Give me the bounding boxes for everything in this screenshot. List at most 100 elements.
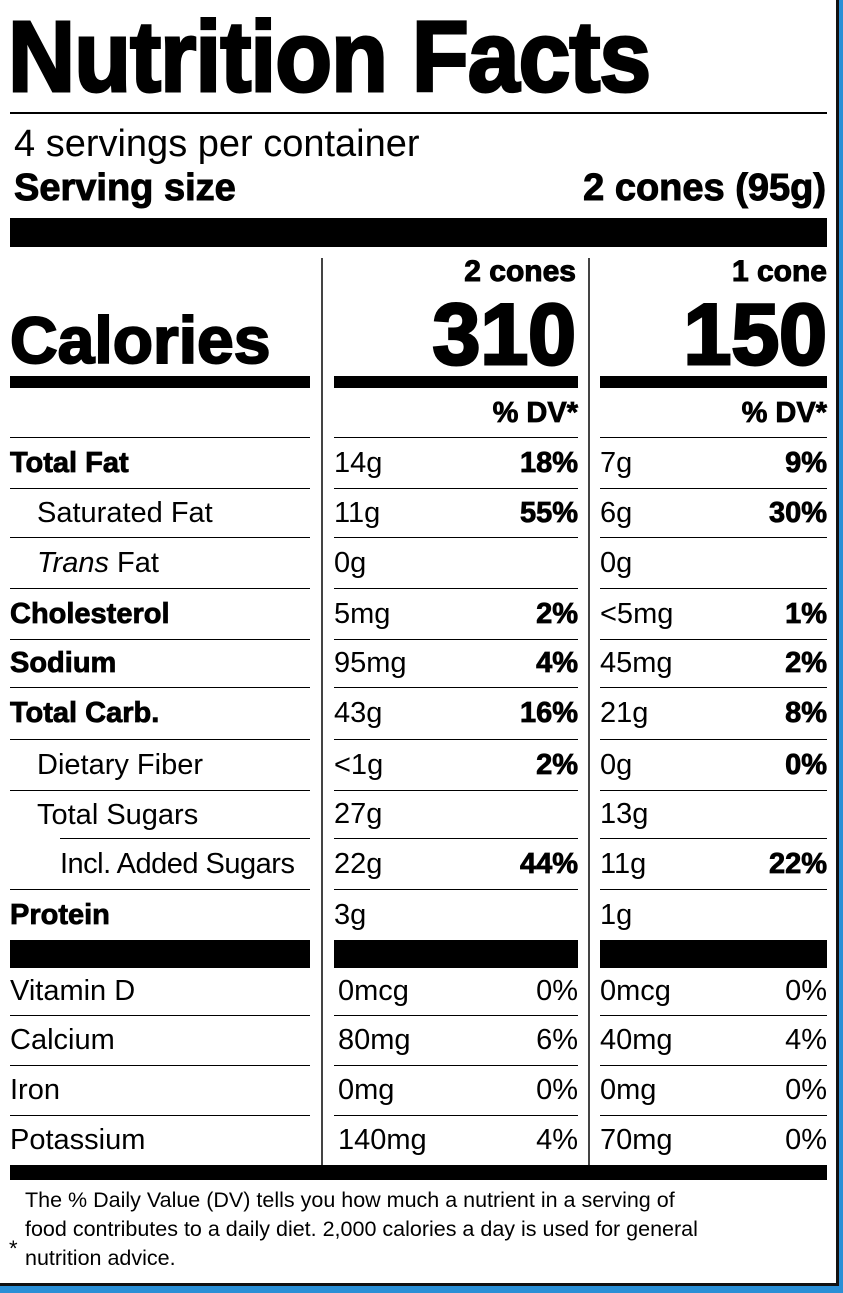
amount: 21g (600, 697, 649, 729)
daily-value: 9% (785, 446, 828, 479)
daily-value: 0% (785, 975, 827, 1007)
amount: 43g (334, 697, 383, 729)
daily-value: 0% (785, 1074, 827, 1106)
daily-value: 16% (519, 697, 579, 730)
footnote-line: food contributes to a daily diet. 2,000 … (25, 1217, 698, 1241)
vitamin-row-potassium: Potassium 140mg 4% 70mg 0% (0, 1116, 836, 1165)
nutrient-label: Protein (10, 898, 111, 931)
thick-divider (10, 940, 310, 968)
vitamin-row-vitamin-d: Vitamin D 0mcg 0% 0mcg 0% (0, 968, 836, 1016)
thick-divider (10, 1165, 827, 1180)
thick-divider (600, 376, 827, 388)
amount: 95mg (334, 647, 407, 679)
nutrient-row-total-sugars: Total Sugars 27g 13g (0, 791, 836, 839)
nutrient-label-italic: Trans (37, 546, 109, 579)
amount: 1g (600, 898, 633, 931)
nutrient-row-sodium: Sodium 95mg 4% 45mg 2% (0, 640, 836, 688)
calories-value-2-cones: 310 (431, 287, 578, 383)
amount: 22g (334, 847, 383, 880)
serving-size-label: Serving size (14, 167, 237, 210)
vitamin-label: Calcium (10, 1016, 310, 1066)
serving-size-value: 2 cones (95g) (583, 167, 827, 210)
amount: 45mg (600, 647, 673, 679)
amount: 0mcg (338, 975, 409, 1007)
servings-per-container: 4 servings per container (14, 123, 420, 165)
nutrient-label: Cholesterol (10, 589, 310, 640)
label-title: Nutrition Facts (7, 1, 653, 114)
amount: <1g (334, 748, 384, 781)
amount: 5mg (334, 597, 391, 630)
daily-value: 8% (785, 697, 828, 730)
daily-value: 55% (519, 496, 579, 529)
amount: 0g (600, 546, 633, 579)
vitamin-label: Potassium (10, 1124, 146, 1156)
daily-value: 22% (768, 847, 828, 880)
nutrient-label: Dietary Fiber (10, 740, 310, 791)
label-border-bottom (0, 1283, 839, 1286)
label-border-right (836, 0, 839, 1286)
amount: 14g (334, 446, 383, 479)
amount: 70mg (600, 1124, 673, 1156)
amount: <5mg (600, 597, 674, 630)
daily-value: 2% (785, 647, 828, 680)
nutrient-row-total-fat: Total Fat 14g 18% 7g 9% (0, 438, 836, 489)
nutrient-label: Total Fat (10, 438, 310, 489)
daily-value: 2% (536, 748, 579, 781)
column-header-1-cone: 1 cone (731, 255, 827, 289)
amount: 0mcg (600, 975, 671, 1007)
nutrient-label: Saturated Fat (10, 489, 310, 538)
amount: 7g (600, 446, 633, 479)
nutrient-row-trans-fat: Trans Fat 0g 0g (0, 538, 836, 589)
background-edge-bottom (0, 1286, 843, 1293)
footnote-line: nutrition advice. (25, 1246, 176, 1270)
column-divider (588, 258, 590, 1165)
vitamin-row-calcium: Calcium 80mg 6% 40mg 4% (0, 1016, 836, 1066)
footnote-asterisk: * (9, 1236, 18, 1261)
amount: 0g (334, 546, 367, 579)
nutrient-row-protein: Protein 3g 1g (0, 890, 836, 940)
nutrient-label: Trans Fat (10, 538, 310, 589)
nutrient-label: Incl. Added Sugars (10, 839, 310, 890)
amount: 6g (600, 496, 633, 529)
daily-value: 6% (536, 1024, 578, 1056)
amount: 27g (334, 798, 383, 830)
daily-value: 0% (785, 1124, 827, 1156)
dv-header-row: % DV* % DV* (0, 390, 836, 438)
calories-label: Calories (9, 302, 271, 378)
amount: 3g (334, 898, 367, 931)
nutrient-row-dietary-fiber: Dietary Fiber <1g 2% 0g 0% (0, 740, 836, 791)
column-divider (321, 258, 323, 1165)
dv-header: % DV* (741, 397, 827, 430)
footnote: The % Daily Value (DV) tells you how muc… (25, 1186, 698, 1273)
dv-header: % DV* (492, 397, 578, 430)
thick-divider (600, 940, 827, 968)
amount: 13g (600, 798, 649, 830)
nutrient-label: Sodium (10, 640, 310, 688)
thick-divider (334, 376, 578, 388)
nutrient-row-saturated-fat: Saturated Fat 11g 55% 6g 30% (0, 489, 836, 538)
amount: 0g (600, 748, 633, 781)
nutrient-row-added-sugars: Incl. Added Sugars 22g 44% 11g 22% (0, 839, 836, 890)
thick-divider (334, 940, 578, 968)
nutrient-row-cholesterol: Cholesterol 5mg 2% <5mg 1% (0, 589, 836, 640)
vitamin-label: Iron (10, 1066, 310, 1116)
daily-value: 1% (785, 597, 828, 630)
thick-divider (10, 218, 827, 247)
amount: 0mg (600, 1074, 657, 1106)
column-header-2-cones: 2 cones (464, 255, 577, 289)
daily-value: 30% (768, 496, 828, 529)
daily-value: 4% (536, 1124, 578, 1156)
amount: 0mg (338, 1074, 395, 1106)
daily-value: 0% (536, 975, 578, 1007)
nutrient-label: Total Carb. (10, 688, 310, 740)
background-edge-right (839, 0, 843, 1293)
daily-value: 2% (536, 597, 579, 630)
vitamin-label: Vitamin D (10, 968, 310, 1016)
thick-divider (10, 376, 310, 388)
daily-value: 0% (536, 1074, 578, 1106)
footnote-line: The % Daily Value (DV) tells you how muc… (25, 1188, 675, 1212)
amount: 40mg (600, 1024, 673, 1056)
daily-value: 4% (785, 1024, 827, 1056)
amount: 140mg (338, 1124, 427, 1156)
calories-value-1-cone: 150 (682, 287, 829, 383)
